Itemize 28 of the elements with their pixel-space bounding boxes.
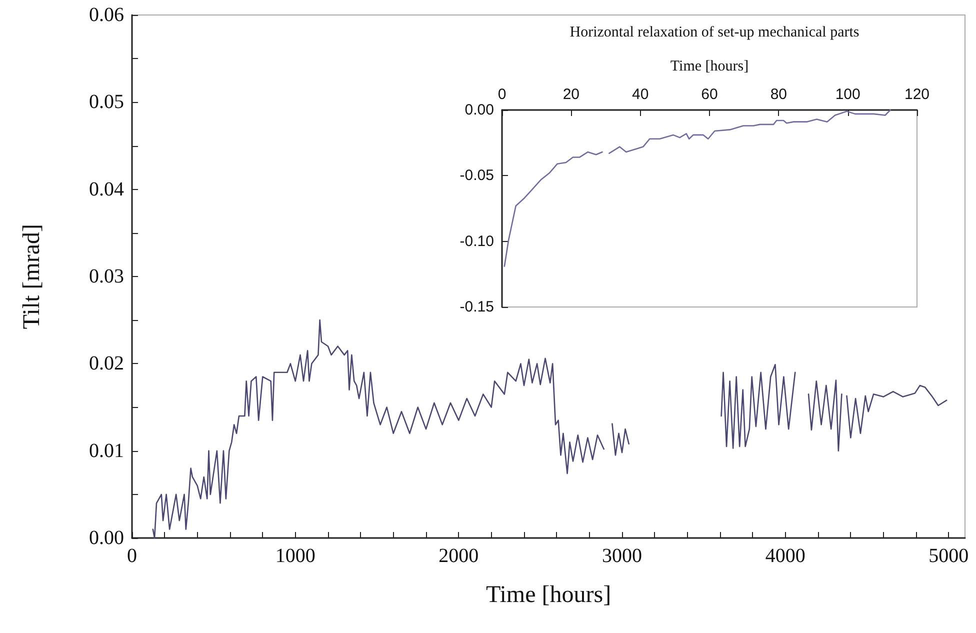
x-tick-label: 3000: [602, 545, 642, 567]
y-axis-title: Tilt [mrad]: [19, 224, 45, 330]
x-tick-label: 100: [835, 86, 860, 103]
y-tick-label: 0.04: [89, 178, 124, 200]
chart-title: Horizontal relaxation of set-up mechanical parts: [570, 24, 860, 40]
y-tick-label: 0.05: [89, 91, 124, 114]
y-tick-label: -0.10: [460, 232, 494, 250]
x-tick-label: 5000: [928, 545, 969, 567]
x-tick-label: 20: [562, 86, 580, 103]
y-tick-label: -0.15: [460, 298, 494, 316]
x-tick-label: 120: [904, 86, 930, 103]
y-tick-label: 0.02: [89, 352, 124, 375]
x-tick-label: 40: [632, 86, 649, 103]
x-tick-label: 4000: [765, 545, 806, 567]
y-tick-label: 0.06: [89, 4, 124, 26]
x-tick-label: 2000: [438, 545, 479, 567]
x-tick-label: 0: [127, 545, 137, 567]
y-tick-label: 0.00: [89, 527, 124, 549]
x-tick-label: 0: [498, 86, 506, 103]
x-tick-label: 80: [770, 86, 788, 103]
y-tick-label: -0.05: [460, 167, 494, 184]
y-tick-label: 0.00: [464, 102, 494, 118]
y-tick-label: 0.01: [89, 440, 124, 462]
x-axis-title: Time [hours]: [670, 58, 749, 74]
x-tick-label: 60: [701, 86, 718, 103]
y-tick-label: 0.03: [89, 266, 124, 288]
x-tick-label: 1000: [275, 545, 316, 567]
x-axis-title: Time [hours]: [486, 582, 612, 608]
